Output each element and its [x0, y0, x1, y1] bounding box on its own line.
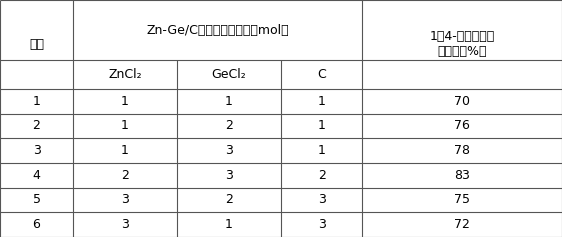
Text: 3: 3: [318, 193, 326, 206]
Text: 1: 1: [121, 144, 129, 157]
Text: 2: 2: [318, 169, 326, 182]
Text: 1: 1: [121, 95, 129, 108]
Text: 2: 2: [33, 119, 40, 132]
Text: 1: 1: [318, 119, 326, 132]
Text: 4: 4: [33, 169, 40, 182]
Text: 3: 3: [121, 218, 129, 231]
Text: 78: 78: [454, 144, 470, 157]
Text: 2: 2: [121, 169, 129, 182]
Text: 5: 5: [33, 193, 40, 206]
Text: 3: 3: [318, 218, 326, 231]
Text: 序号: 序号: [29, 38, 44, 51]
Text: 70: 70: [454, 95, 470, 108]
Text: 1，4-环己烷二甲
醇收率（%）: 1，4-环己烷二甲 醇收率（%）: [429, 30, 495, 59]
Text: 3: 3: [225, 169, 233, 182]
Text: 1: 1: [225, 95, 233, 108]
Text: 2: 2: [225, 119, 233, 132]
Text: 2: 2: [225, 193, 233, 206]
Text: 6: 6: [33, 218, 40, 231]
Text: 83: 83: [454, 169, 470, 182]
Text: 1: 1: [225, 218, 233, 231]
Text: 1: 1: [318, 144, 326, 157]
Text: 72: 72: [454, 218, 470, 231]
Text: 3: 3: [225, 144, 233, 157]
Text: C: C: [318, 68, 326, 81]
Text: 1: 1: [318, 95, 326, 108]
Text: ZnCl₂: ZnCl₂: [108, 68, 142, 81]
Text: 1: 1: [121, 119, 129, 132]
Text: 3: 3: [33, 144, 40, 157]
Text: 1: 1: [33, 95, 40, 108]
Text: 75: 75: [454, 193, 470, 206]
Text: GeCl₂: GeCl₂: [212, 68, 246, 81]
Text: Zn-Ge/C催化剂原料用量（mol）: Zn-Ge/C催化剂原料用量（mol）: [147, 24, 289, 37]
Text: 3: 3: [121, 193, 129, 206]
Text: 76: 76: [454, 119, 470, 132]
